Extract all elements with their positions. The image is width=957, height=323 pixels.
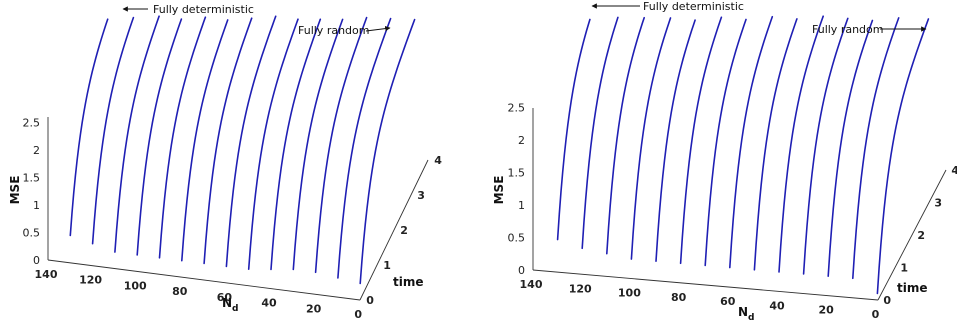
right-nd-tick-labels: 140 120 100 80 60 40 20 0: [520, 278, 880, 321]
right-nd-tick: 40: [769, 299, 785, 312]
right-xlabel: Nd: [738, 305, 755, 323]
right-series-curve: [630, 17, 672, 260]
left-axes: [47, 117, 429, 301]
right-mse-tick: 2: [518, 134, 525, 147]
left-nd-tick: 60: [217, 291, 233, 304]
right-mse-tick: 0: [518, 264, 525, 277]
right-annotation-deterministic: Fully deterministic: [643, 0, 744, 13]
left-series-curve: [158, 16, 207, 259]
right-nd-tick: 0: [872, 308, 880, 321]
left-annotation-deterministic: Fully deterministic: [153, 3, 254, 16]
left-series-curve: [136, 18, 183, 256]
right-time-tick: 1: [900, 261, 908, 274]
left-series-curve: [292, 18, 344, 271]
left-time-tick: 3: [417, 189, 425, 202]
left-series-curve: [225, 15, 277, 268]
right-mse-tick: 2.5: [508, 102, 526, 115]
right-series-curve: [802, 17, 849, 275]
right-nd-tick: 100: [618, 287, 641, 300]
right-axes: [532, 108, 947, 301]
right-series-curve: [679, 16, 723, 265]
left-nd-tick: 20: [306, 302, 322, 315]
right-nd-tick: 20: [819, 304, 835, 317]
left-series-curve: [247, 18, 299, 270]
left-mse-tick: 2: [33, 144, 40, 157]
left-nd-tick: 120: [79, 274, 102, 287]
right-zlabel: time: [897, 281, 928, 295]
right-nd-tick: 140: [520, 278, 543, 291]
right-annotation-random: Fully random: [812, 23, 883, 36]
left-series-curve: [359, 18, 416, 285]
left-mse-tick: 0.5: [23, 227, 41, 240]
right-nd-tick: 80: [671, 291, 687, 304]
left-zlabel: time: [393, 275, 424, 289]
right-time-tick: 4: [951, 164, 957, 177]
left-series-curve: [337, 17, 392, 279]
left-mse-tick: 1.5: [23, 172, 41, 185]
right-series-curve: [655, 19, 696, 262]
right-series-curve: [729, 15, 774, 269]
left-nd-tick: 40: [261, 297, 277, 310]
left-nd-tick: 80: [172, 285, 188, 298]
left-xlabel: Nd: [222, 296, 239, 314]
left-mse-tick: 0: [33, 254, 40, 267]
right-series-curve: [556, 18, 591, 241]
left-series-curve: [270, 18, 322, 271]
right-series-curve: [778, 15, 824, 273]
left-annotation-random: Fully random: [298, 24, 369, 37]
left-arrow-random: [365, 25, 391, 32]
right-series-curve: [704, 18, 747, 267]
left-time-tick: 4: [434, 154, 442, 167]
left-time-tick: 1: [383, 259, 391, 272]
panel-left: 0 0.5 1 1.5 2 2.5 140 120 100 80 60 40 20 0 0 1 2 3 4 MS…: [8, 3, 442, 321]
left-series-curve: [114, 15, 160, 253]
right-nd-tick: 120: [569, 282, 592, 295]
left-time-tick: 2: [400, 224, 408, 237]
right-nd-tick: 60: [720, 295, 736, 308]
left-series-curve: [69, 18, 109, 237]
left-series-curve: [181, 19, 229, 262]
right-series-curves: [556, 15, 930, 295]
right-time-tick: 2: [917, 229, 925, 242]
left-series-curve: [203, 17, 253, 265]
left-time-tick: 0: [366, 294, 374, 307]
right-time-tick: 0: [883, 294, 891, 307]
left-mse-tick: 1: [33, 199, 40, 212]
left-series-curves: [69, 15, 416, 285]
left-mse-tick-labels: 0 0.5 1 1.5 2 2.5: [23, 117, 41, 268]
left-nd-tick: 0: [354, 308, 362, 321]
right-mse-tick: 0.5: [508, 232, 526, 245]
left-nd-tick-labels: 140 120 100 80 60 40 20 0: [35, 268, 363, 321]
right-mse-tick: 1: [518, 199, 525, 212]
right-series-curve: [581, 16, 619, 250]
right-series-curve: [606, 16, 645, 255]
left-ylabel: MSE: [8, 176, 22, 205]
left-series-curve: [314, 16, 368, 274]
left-time-tick-labels: 0 1 2 3 4: [366, 154, 442, 307]
right-mse-tick-labels: 0 0.5 1 1.5 2 2.5: [508, 102, 526, 278]
right-series-curve: [852, 17, 900, 280]
right-series-curve: [827, 19, 874, 277]
right-mse-tick: 1.5: [508, 167, 526, 180]
right-series-curve: [753, 18, 798, 271]
left-series-curve: [91, 16, 135, 245]
right-series-curve: [876, 18, 930, 295]
left-nd-tick: 140: [35, 268, 58, 281]
right-ylabel: MSE: [492, 176, 506, 205]
left-mse-tick: 2.5: [23, 117, 41, 130]
right-time-tick-labels: 0 1 2 3 4: [883, 164, 957, 307]
right-time-tick: 3: [934, 196, 942, 209]
panel-right: 0 0.5 1 1.5 2 2.5 140 120 100 80 60 40 20 0 0 1 2 3 4 MS…: [492, 0, 957, 323]
left-nd-tick: 100: [124, 279, 147, 292]
